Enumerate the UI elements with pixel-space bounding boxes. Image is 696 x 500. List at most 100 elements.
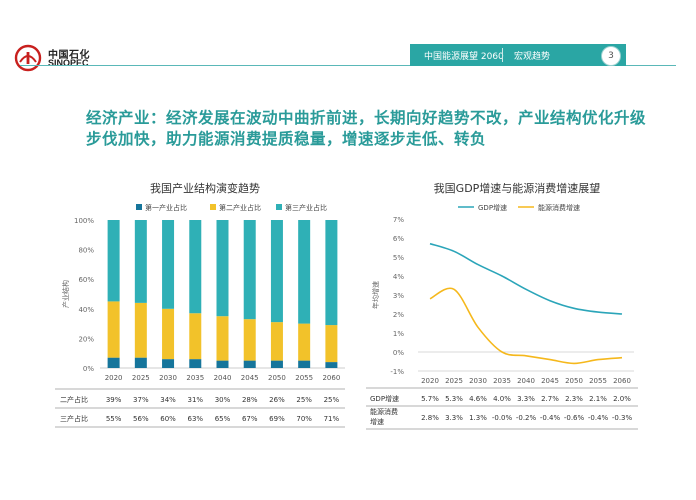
bar-segment-2 (298, 323, 311, 361)
table-row-label: 三产占比 (60, 414, 88, 423)
header-divider (20, 65, 676, 66)
table-cell: 3.3% (445, 414, 463, 422)
bar-segment-1 (189, 359, 202, 368)
bar-segment-3 (134, 220, 147, 303)
table-cell: 1.3% (469, 414, 487, 422)
bar-segment-2 (189, 313, 202, 360)
header-bar: 中国能源展望 2060 宏观趋势 (410, 44, 626, 66)
table-cell: 60% (160, 415, 176, 423)
legend-swatch-1 (136, 204, 142, 210)
table-cell: 69% (269, 415, 285, 423)
y-tick-label: 40% (78, 306, 94, 314)
legend-label-2: 能源消费增速 (538, 203, 580, 212)
x-tick-label: 2040 (517, 377, 535, 385)
y-tick-label: 0% (83, 365, 94, 373)
page-number: 3 (601, 46, 621, 66)
series-line-2 (429, 287, 623, 365)
table-cell: 2.0% (613, 395, 631, 403)
table-cell: 63% (187, 415, 203, 423)
bar-segment-2 (216, 316, 229, 361)
bar-segment-1 (134, 357, 147, 368)
bar-segment-3 (270, 220, 283, 323)
table-cell: 5.3% (445, 395, 463, 403)
x-tick-label: 2025 (132, 374, 150, 382)
table-cell: -0.2% (516, 414, 537, 422)
x-tick-label: 2055 (295, 374, 313, 382)
table-cell: 31% (187, 396, 203, 404)
table-cell: 26% (269, 396, 285, 404)
bar-segment-3 (162, 220, 175, 309)
chart-title-gdp-energy: 我国GDP增速与能源消费增速展望 (433, 182, 601, 195)
bar-segment-3 (189, 220, 202, 314)
legend-label-1: 第一产业占比 (145, 203, 187, 212)
x-tick-label: 2050 (268, 374, 286, 382)
logo-english-name: SINOPEC (48, 58, 89, 68)
table-cell: -0.4% (540, 414, 561, 422)
y-tick-label: 3% (393, 292, 404, 300)
table-cell: 70% (296, 415, 312, 423)
table-cell: 67% (242, 415, 258, 423)
table-cell: 2.1% (589, 395, 607, 403)
bar-segment-1 (270, 360, 283, 368)
table-cell: 39% (106, 396, 122, 404)
table-row-label: 增速 (370, 417, 384, 426)
bar-segment-2 (107, 301, 120, 358)
bar-segment-3 (107, 220, 120, 302)
section-topic: 宏观趋势 (514, 52, 551, 62)
y-tick-label: 7% (393, 216, 404, 224)
table-cell: 56% (133, 415, 149, 423)
x-tick-label: 2040 (214, 374, 232, 382)
table-cell: 3.3% (517, 395, 535, 403)
x-tick-label: 2030 (159, 374, 177, 382)
y-axis-label: 产业结构 (61, 280, 70, 308)
slide-headline: 经济产业：经济发展在波动中曲折前进，长期向好趋势不改，产业结构优化升级步伐加快，… (86, 109, 647, 148)
bar-segment-1 (298, 360, 311, 368)
table-cell: 65% (215, 415, 231, 423)
y-tick-label: -1% (390, 368, 404, 376)
y-tick-label: 100% (74, 217, 94, 225)
bar-segment-1 (243, 360, 256, 368)
y-tick-label: 20% (78, 335, 94, 343)
series-line-1 (429, 242, 623, 315)
table-cell: 28% (242, 396, 258, 404)
table-row-label: GDP增速 (370, 394, 399, 403)
x-tick-label: 2050 (565, 377, 583, 385)
logo-chinese-name: 中国石化 (48, 50, 90, 61)
chart-title-industry-structure: 我国产业结构演变趋势 (150, 182, 260, 195)
x-tick-label: 2020 (421, 377, 439, 385)
table-row-label: 能源消费 (370, 407, 398, 416)
bar-segment-2 (162, 308, 175, 360)
bar-segment-2 (325, 325, 338, 363)
bar-segment-2 (134, 302, 147, 358)
sinopec-logo: 中国石化 SINOPEC (14, 44, 124, 74)
table-cell: 2.3% (565, 395, 583, 403)
legend-label-3: 第三产业占比 (285, 203, 327, 212)
bar-segment-1 (107, 357, 120, 368)
table-cell: 25% (324, 396, 340, 404)
table-cell: 37% (133, 396, 149, 404)
report-title: 中国能源展望 2060 (424, 52, 504, 62)
y-tick-label: 1% (393, 330, 404, 338)
bar-segment-1 (216, 360, 229, 368)
table-cell: -0.4% (588, 414, 609, 422)
table-cell: 4.0% (493, 395, 511, 403)
table-cell: 4.6% (469, 395, 487, 403)
x-tick-label: 2030 (469, 377, 487, 385)
table-row-label: 二产占比 (60, 395, 88, 404)
table-cell: 34% (160, 396, 176, 404)
bar-segment-3 (325, 220, 338, 326)
x-tick-label: 2060 (613, 377, 631, 385)
table-cell: -0.0% (492, 414, 513, 422)
legend-swatch-2 (210, 204, 216, 210)
x-tick-label: 2035 (493, 377, 511, 385)
y-tick-label: 4% (393, 273, 404, 281)
x-tick-label: 2045 (541, 377, 559, 385)
y-tick-label: 6% (393, 235, 404, 243)
table-cell: 71% (324, 415, 340, 423)
table-cell: -0.3% (612, 414, 633, 422)
x-tick-label: 2025 (445, 377, 463, 385)
legend-label-2: 第二产业占比 (219, 203, 261, 212)
bar-segment-1 (325, 362, 338, 368)
x-tick-label: 2035 (186, 374, 204, 382)
